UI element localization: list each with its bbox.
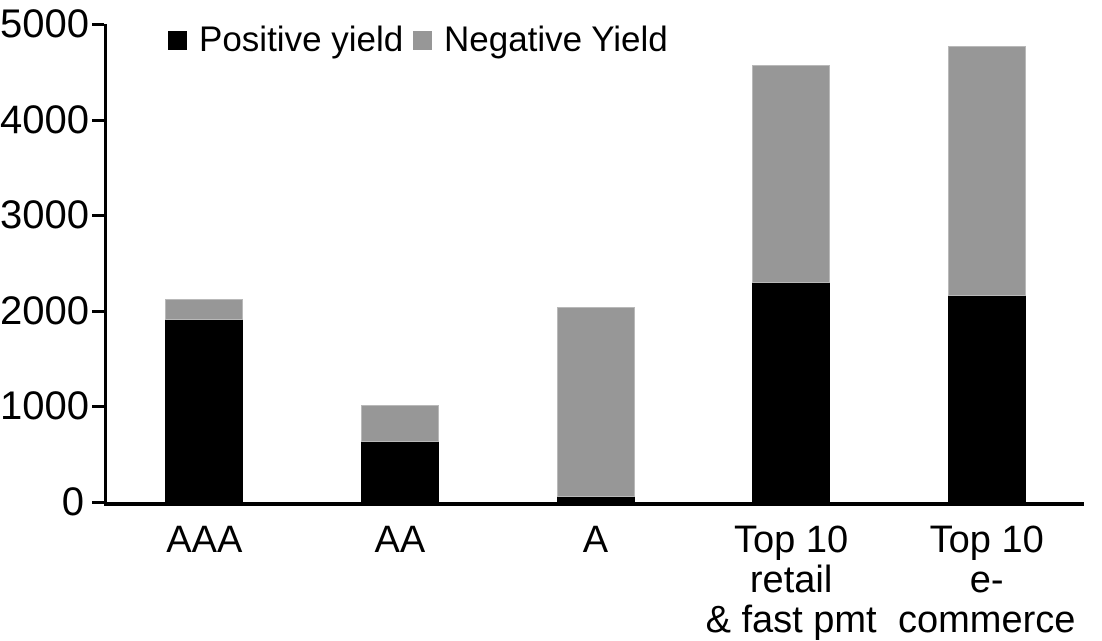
- y-axis-tick-4000: [92, 118, 104, 122]
- bar-segment-top-10-retail-fast-pmt-positive-yield: [752, 283, 831, 502]
- x-axis-label-aa: AA: [374, 519, 426, 561]
- bar-segment-aa-positive-yield: [360, 441, 439, 502]
- bar-segment-a-negative-yield: [556, 306, 635, 498]
- bar-segment-aa-negative-yield: [360, 405, 439, 442]
- legend-swatch-negative-yield-icon: [413, 30, 432, 50]
- stacked-bar-chart: Positive yield Negative Yield 0 1000 2000 3…: [0, 2, 1084, 640]
- bar-segment-aaa-negative-yield: [165, 299, 244, 321]
- y-axis-line: [104, 24, 107, 506]
- y-axis-tick-label-2000: 2000: [0, 288, 89, 333]
- y-axis-tick-2000: [92, 309, 104, 313]
- y-axis-tick-label-4000: 4000: [0, 97, 89, 142]
- y-axis-tick-label-0: 0: [61, 480, 84, 524]
- bar-segment-top-10-retail-fast-pmt-negative-yield: [752, 65, 831, 284]
- x-axis-label-top-10-e-commerce: Top 10 e-commerce: [898, 519, 1076, 641]
- bar-segment-top-10-e-commerce-negative-yield: [947, 45, 1026, 297]
- legend-item-negative-yield: Negative Yield: [413, 22, 668, 58]
- y-axis-tick-0: [92, 501, 104, 504]
- legend-item-positive-yield: Positive yield: [168, 22, 403, 58]
- legend-label-negative-yield: Negative Yield: [444, 20, 668, 59]
- legend-swatch-positive-yield-icon: [168, 30, 187, 50]
- legend-label-positive-yield: Positive yield: [199, 20, 404, 59]
- x-axis-line: [104, 502, 1084, 506]
- bar-segment-top-10-e-commerce-positive-yield: [947, 296, 1026, 502]
- y-axis-tick-label-3000: 3000: [0, 193, 89, 238]
- x-axis-label-top-10-retail-fast-pmt: Top 10 retail & fast pmt: [705, 519, 877, 641]
- y-axis-tick-5000: [92, 23, 104, 26]
- y-axis-tick-label-1000: 1000: [0, 384, 89, 429]
- y-axis-tick-1000: [92, 405, 104, 409]
- y-axis-tick-label-5000: 5000: [0, 2, 89, 46]
- x-axis-label-a: A: [582, 519, 609, 561]
- y-axis-tick-3000: [92, 214, 104, 218]
- bar-segment-aaa-positive-yield: [165, 320, 244, 502]
- x-axis-label-aaa: AAA: [166, 519, 243, 561]
- bar-segment-a-positive-yield: [556, 497, 635, 502]
